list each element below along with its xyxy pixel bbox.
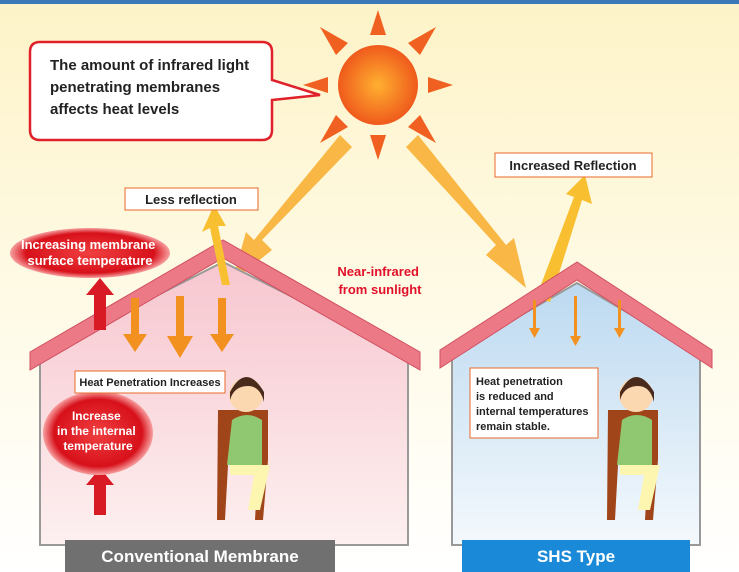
caption: Conventional Membrane: [101, 547, 298, 566]
sun-label: from sunlight: [338, 282, 422, 297]
heat-label: is reduced and: [476, 391, 554, 403]
reflection-label: Less reflection: [145, 192, 237, 207]
callout-line: penetrating membranes: [50, 79, 220, 96]
heat-label: remain stable.: [476, 421, 550, 433]
heat-label: internal temperatures: [476, 406, 588, 418]
heat-label: Heat Penetration Increases: [79, 377, 220, 389]
surface-temp-label: surface temperature: [28, 253, 153, 268]
callout-line: affects heat levels: [50, 101, 179, 118]
internal-temp-label: in the internal: [57, 424, 136, 438]
sun: [303, 10, 453, 160]
sun-label: Near-infrared: [337, 264, 419, 279]
surface-temp-label: Increasing membrane: [21, 237, 155, 252]
internal-temp-label: Increase: [72, 409, 121, 423]
diagram: The amount of infrared light penetrating…: [0, 0, 739, 572]
reflection-label: Increased Reflection: [509, 158, 636, 173]
svg-text:Increasing membrane surf: Increasing membrane surface temperature: [21, 237, 159, 268]
internal-temp-label: temperature: [63, 439, 133, 453]
heat-label: Heat penetration: [476, 376, 563, 388]
caption: SHS Type: [537, 547, 615, 566]
top-border: [0, 0, 739, 4]
callout-line: The amount of infrared light: [50, 57, 249, 74]
